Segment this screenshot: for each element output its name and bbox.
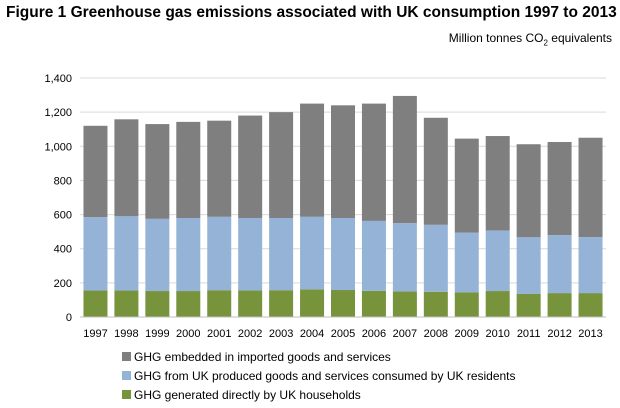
legend-item: GHG embedded in imported goods and servi… xyxy=(122,350,391,364)
x-tick-label: 2013 xyxy=(578,328,602,340)
bar-segment xyxy=(454,232,479,293)
legend-item: GHG from UK produced goods and services … xyxy=(122,369,516,383)
bar-segment xyxy=(83,125,108,218)
bar-segment xyxy=(547,235,572,294)
x-tick-label: 1998 xyxy=(114,328,138,340)
y-tick-label: 1,200 xyxy=(44,107,72,119)
bar-segment xyxy=(392,95,417,224)
bar-segment xyxy=(300,216,325,290)
legend-item: GHG generated directly by UK households xyxy=(122,388,361,402)
bar-segment xyxy=(145,124,170,219)
units-label-prefix: Million tonnes CO xyxy=(448,31,544,45)
bar-segment xyxy=(331,105,355,218)
y-tick-label: 400 xyxy=(54,244,72,256)
bar-segment xyxy=(176,121,201,218)
bars xyxy=(83,95,603,317)
bar-segment xyxy=(176,291,201,317)
x-tick-label: 2000 xyxy=(176,328,200,340)
y-tick-label: 600 xyxy=(54,210,72,222)
x-tick-label: 2010 xyxy=(485,328,509,340)
y-tick-label: 200 xyxy=(54,278,72,290)
bar-segment xyxy=(361,220,386,291)
x-tick-label: 1999 xyxy=(145,328,169,340)
bar-segment xyxy=(238,115,263,218)
bar-segment xyxy=(485,291,510,317)
bar-segment xyxy=(392,223,417,292)
bar-segment xyxy=(516,144,541,238)
bar-segment xyxy=(83,290,108,317)
bar-segment xyxy=(145,291,170,317)
chart-title: Figure 1 Greenhouse gas emissions associ… xyxy=(6,4,617,21)
bar-segment xyxy=(114,119,139,217)
legend-swatch xyxy=(122,371,131,380)
x-tick-label: 2007 xyxy=(393,328,417,340)
x-axis-ticks: 1997 1998 1999 2000 2001 2002 2003 2004 2005 2006… xyxy=(83,328,603,340)
bar-segment xyxy=(423,117,448,225)
bar-segment xyxy=(207,120,232,217)
units-label-suffix: equivalents xyxy=(547,31,612,45)
bar-segment xyxy=(238,217,263,291)
bar-segment xyxy=(361,290,386,317)
x-tick-label: 2003 xyxy=(269,328,293,340)
y-tick-label: 1,000 xyxy=(44,141,72,153)
x-tick-label: 2004 xyxy=(300,328,324,340)
y-axis-ticks: 0 200 400 600 800 1,000 1,200 1,400 xyxy=(44,73,72,324)
bar-segment xyxy=(207,290,232,317)
bar-segment xyxy=(238,290,263,317)
units-label: Million tonnes CO2 equivalents xyxy=(449,31,612,47)
bar-segment xyxy=(300,289,325,317)
x-tick-label: 2008 xyxy=(424,328,448,340)
bar-segment xyxy=(114,216,139,291)
bar-segment xyxy=(361,103,386,221)
bar-segment xyxy=(392,291,417,317)
bar-segment xyxy=(516,237,541,294)
bar-segment xyxy=(114,290,139,317)
bar-segment xyxy=(207,216,232,291)
x-tick-label: 2005 xyxy=(331,328,355,340)
x-tick-label: 2009 xyxy=(455,328,479,340)
bar-segment xyxy=(300,103,325,217)
bar-segment xyxy=(423,224,448,292)
bar-segment xyxy=(83,217,108,291)
bar-segment xyxy=(331,217,355,291)
legend-label: GHG from UK produced goods and services … xyxy=(134,369,516,383)
bar-segment xyxy=(454,138,479,233)
y-tick-label: 1,400 xyxy=(44,73,72,85)
legend-swatch xyxy=(122,352,131,361)
bar-segment xyxy=(269,112,294,218)
y-tick-label: 800 xyxy=(54,175,72,187)
x-tick-label: 2002 xyxy=(238,328,262,340)
bar-segment xyxy=(578,137,603,238)
legend-swatch xyxy=(122,390,131,399)
bar-segment xyxy=(269,217,294,291)
legend-label: GHG embedded in imported goods and servi… xyxy=(134,350,391,364)
bar-segment xyxy=(269,290,294,317)
bar-segment xyxy=(578,237,603,294)
x-tick-label: 1997 xyxy=(83,328,107,340)
units-label-subscript: 2 xyxy=(543,38,548,48)
bar-segment xyxy=(145,218,170,292)
bar-segment xyxy=(485,136,510,231)
bar-segment xyxy=(578,293,603,317)
legend: GHG embedded in imported goods and servi… xyxy=(122,350,516,402)
bar-segment xyxy=(485,230,510,292)
x-tick-label: 2006 xyxy=(362,328,386,340)
x-tick-label: 2011 xyxy=(517,328,541,340)
y-tick-label: 0 xyxy=(66,312,72,324)
bar-segment xyxy=(454,292,479,317)
legend-label: GHG generated directly by UK households xyxy=(134,388,361,402)
bar-segment xyxy=(547,142,572,236)
bar-segment xyxy=(423,291,448,317)
bar-segment xyxy=(176,217,201,292)
bar-segment xyxy=(331,290,355,317)
x-tick-label: 2001 xyxy=(207,328,231,340)
bar-segment xyxy=(547,293,572,317)
bar-segment xyxy=(516,293,541,317)
x-tick-label: 2012 xyxy=(547,328,571,340)
